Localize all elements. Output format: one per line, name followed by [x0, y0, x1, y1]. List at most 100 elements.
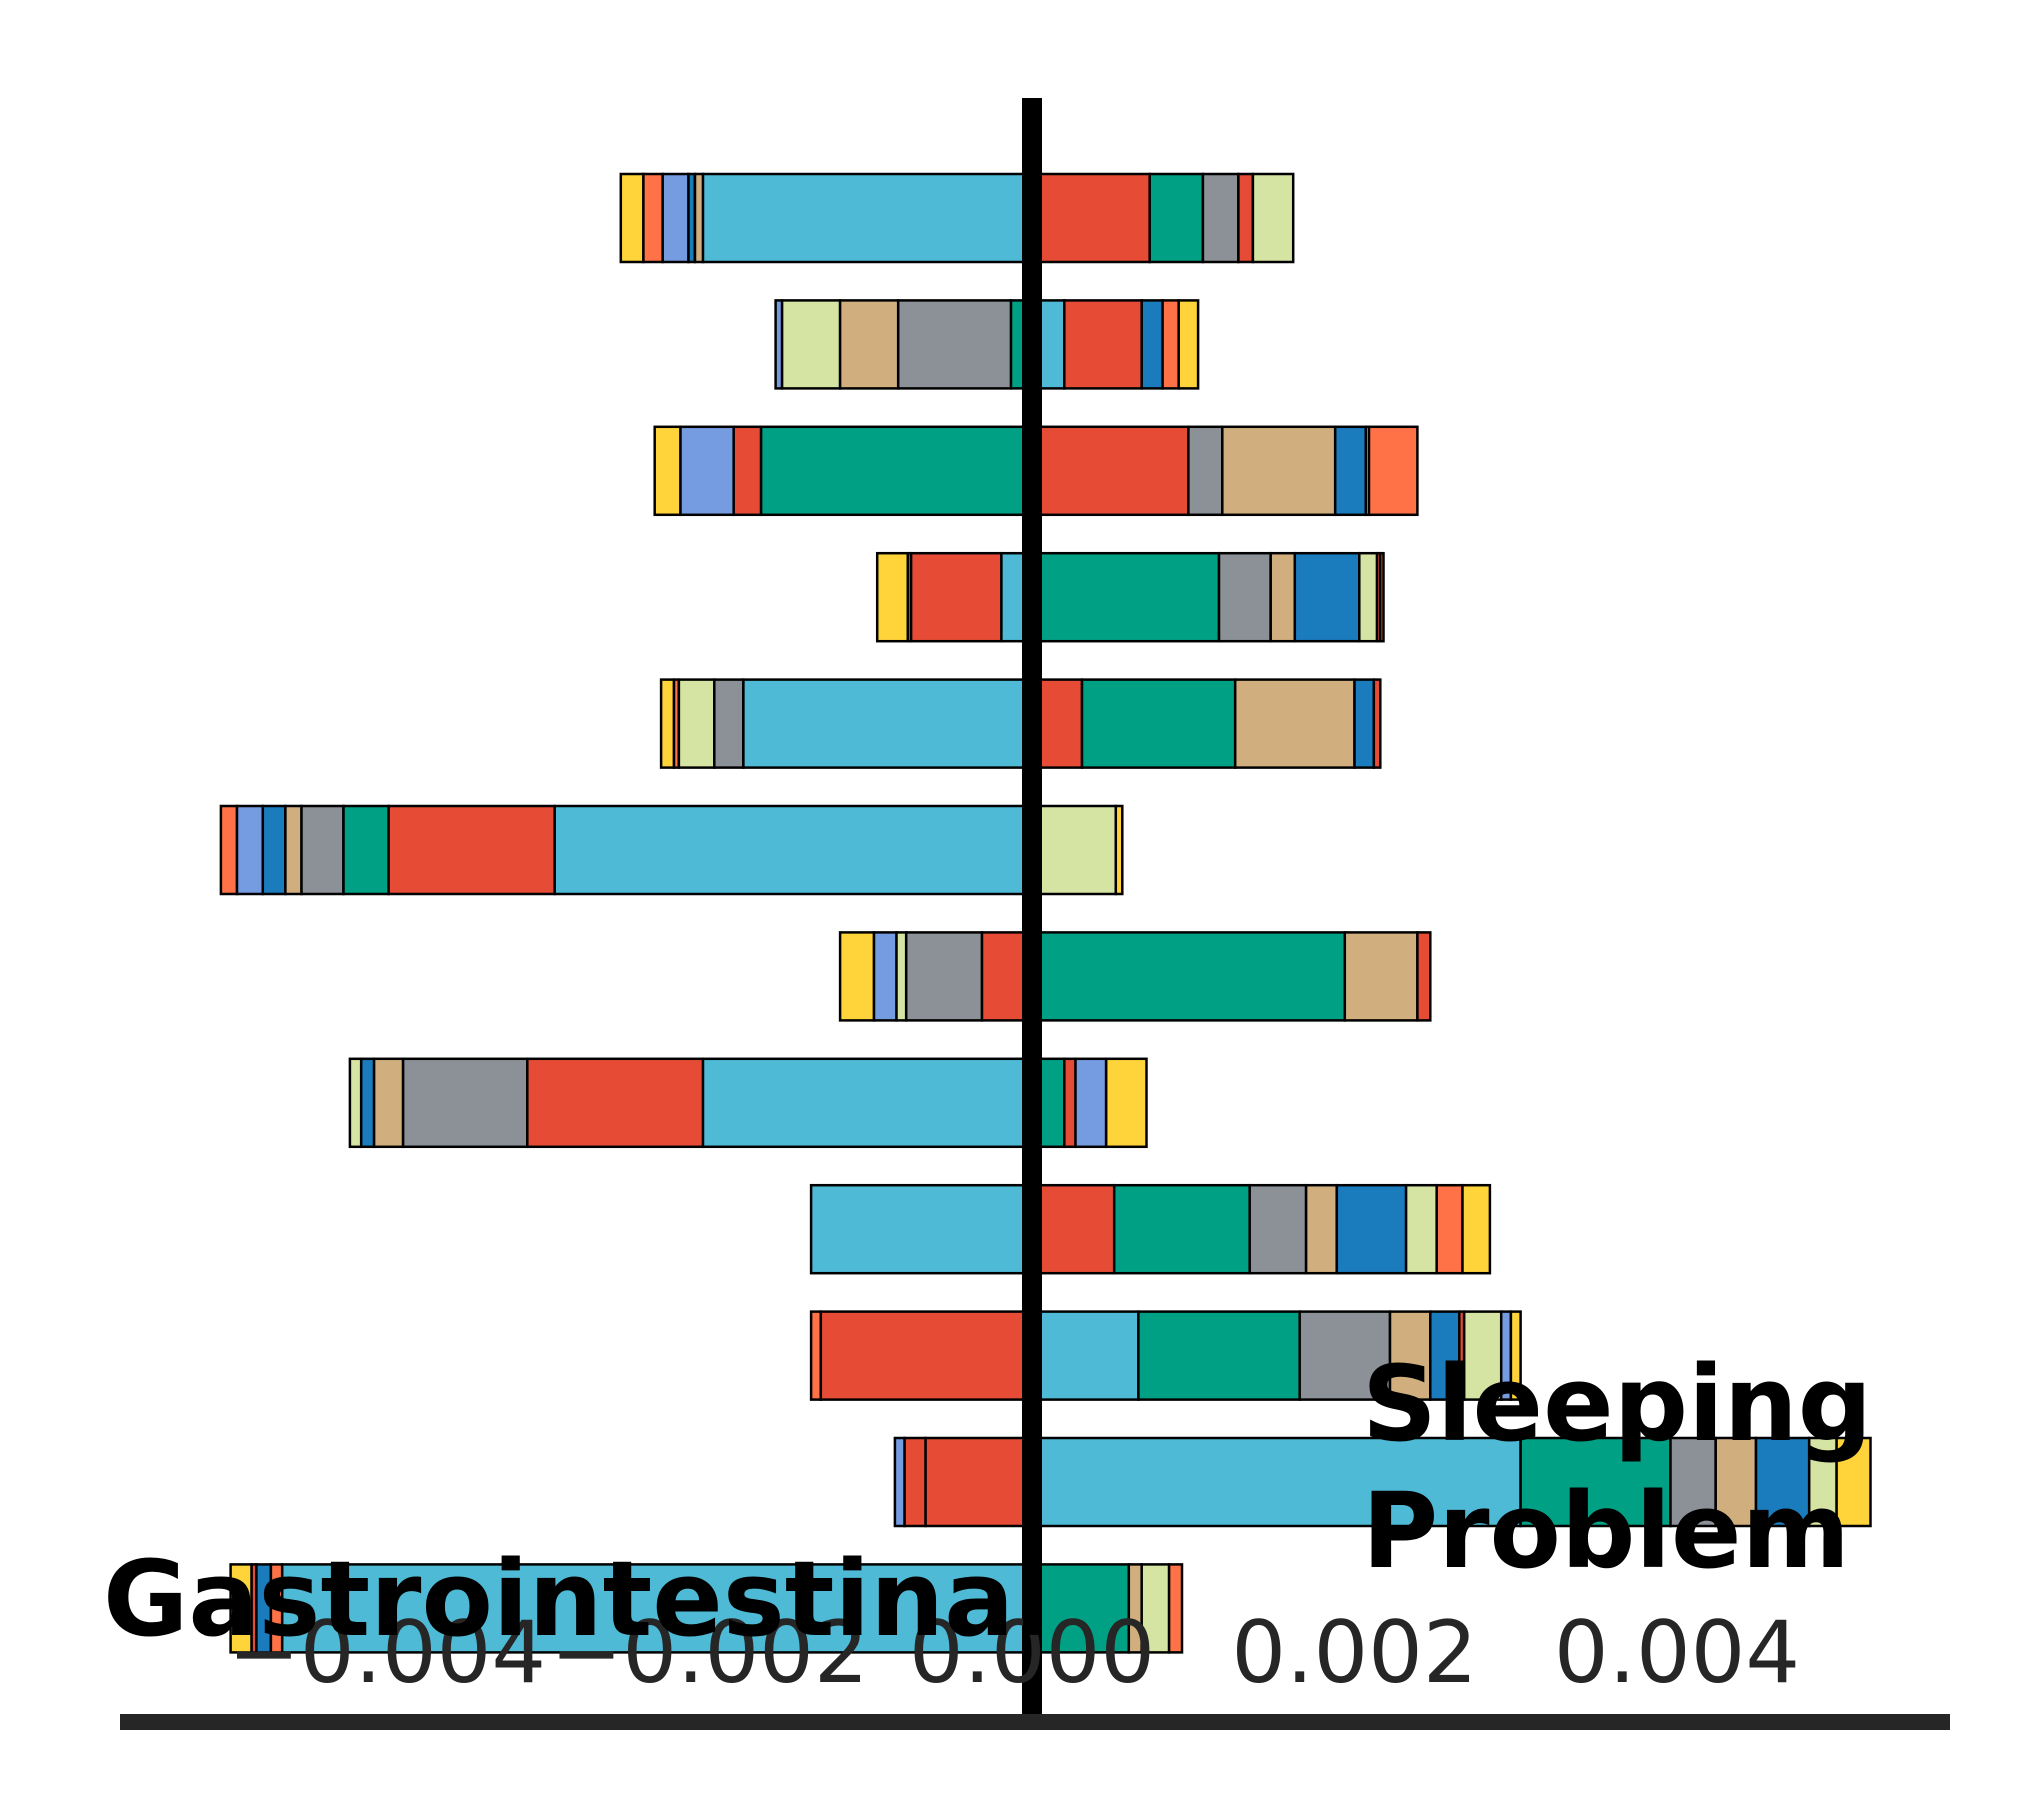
bar-segment: [677, 678, 716, 769]
bar-segment: [838, 931, 876, 1022]
bar-segment: [1030, 1310, 1140, 1401]
bar-segment: [1509, 1310, 1522, 1401]
bar-segment: [387, 804, 556, 896]
bar-row-11: [893, 1436, 1872, 1528]
bar-segment: [359, 1057, 376, 1149]
bar-segment: [1343, 931, 1419, 1022]
bar-segment: [872, 931, 898, 1022]
bar-segment: [1030, 172, 1151, 264]
bar-segment: [1304, 1183, 1338, 1275]
bar-segment: [903, 1436, 927, 1528]
bar-row-4: [875, 551, 1385, 643]
bar-segment: [896, 299, 1013, 390]
bar-segment: [780, 299, 842, 390]
bar-segment: [1353, 678, 1376, 769]
bar-segment: [1063, 299, 1143, 390]
bar-segment: [1333, 425, 1368, 517]
bar-segment: [1221, 425, 1337, 517]
bar-segment: [1237, 172, 1255, 264]
bar-segment: [348, 1057, 363, 1149]
bar-segment: [1379, 551, 1385, 643]
bar-segment: [1714, 1436, 1758, 1528]
bar-segment: [893, 1436, 906, 1528]
bar-segment: [1233, 678, 1356, 769]
bar-segment: [1358, 551, 1379, 643]
bar-segment: [1404, 1183, 1438, 1275]
bar-segment: [1293, 551, 1361, 643]
bar-segment: [661, 172, 690, 264]
bar-segment: [1835, 1436, 1872, 1528]
bar-row-9: [809, 1183, 1492, 1275]
bar-segment: [1335, 1183, 1408, 1275]
bar-segment: [809, 1183, 1034, 1275]
bar-segment: [838, 299, 900, 390]
bar-row-1: [619, 172, 1295, 264]
bar-segment: [1429, 1310, 1461, 1401]
bar-row-10: [809, 1310, 1522, 1401]
bar-segment: [732, 425, 763, 517]
bar-segment: [1251, 172, 1295, 264]
bar-segment: [1112, 1183, 1251, 1275]
x-tick-label: −0.002: [550, 1603, 868, 1703]
bar-segment: [1298, 1310, 1392, 1401]
bar-segment: [759, 425, 1034, 517]
bar-segment: [1030, 425, 1190, 517]
x-tick-label: −0.004: [228, 1603, 546, 1703]
left-category-label: Gastrointestinal: [103, 1538, 1050, 1660]
x-tick-labels: −0.004 −0.002 0.000 0.002 0.004: [228, 1603, 1800, 1703]
bar-segment: [219, 804, 239, 896]
bar-segment: [1030, 551, 1221, 643]
bar-row-8: [348, 1057, 1148, 1149]
bar-segment: [701, 1057, 1034, 1149]
bar-segment: [1462, 1310, 1503, 1401]
bar-segment: [1137, 1310, 1301, 1401]
x-tick-label: 0.004: [1554, 1603, 1800, 1703]
bar-row-7: [838, 931, 1432, 1022]
bar-segment: [1367, 425, 1419, 517]
right-category-label: Sleeping Problem: [1362, 1343, 1872, 1592]
bar-segment: [895, 931, 908, 1022]
bar-segment: [1435, 1183, 1464, 1275]
bar-segment: [1148, 172, 1205, 264]
bar-segment: [653, 425, 682, 517]
bar-segment: [1074, 1057, 1108, 1149]
bar-segment: [809, 1310, 823, 1401]
bar-segment: [1030, 1183, 1116, 1275]
bar-segment: [284, 804, 303, 896]
bar-segment: [553, 804, 1034, 896]
bar-segment: [1080, 678, 1237, 769]
bar-segment: [679, 425, 735, 517]
bar-row-5: [659, 678, 1382, 769]
bar-segment: [526, 1057, 705, 1149]
bar-segment: [701, 172, 1034, 264]
bar-segment: [1030, 804, 1118, 896]
bar-segment: [642, 172, 664, 264]
bar-segment: [280, 1563, 1034, 1654]
bars-layer: [219, 172, 1872, 1654]
bar-segment: [235, 804, 265, 896]
bar-segment: [1063, 1057, 1077, 1149]
bar-segment: [1388, 1310, 1432, 1401]
bar-segment: [342, 804, 390, 896]
bar-segment: [1030, 1436, 1522, 1528]
bar-row-6: [219, 804, 1124, 896]
bar-segment: [1030, 931, 1347, 1022]
bar-segment: [659, 678, 676, 769]
bar-segment: [1104, 1057, 1148, 1149]
bar-segment: [1187, 425, 1224, 517]
bar-segment: [904, 931, 984, 1022]
bar-segment: [1461, 1183, 1492, 1275]
bar-segment: [401, 1057, 529, 1149]
bar-segment: [742, 678, 1034, 769]
bar-segment: [819, 1310, 1034, 1401]
bar-segment: [372, 1057, 405, 1149]
bar-segment: [1140, 299, 1164, 390]
x-tick-label: 0.000: [909, 1603, 1155, 1703]
bar-row-12: [229, 1563, 1184, 1654]
bar-segment: [1416, 931, 1432, 1022]
bar-segment: [1161, 299, 1180, 390]
bar-segment: [619, 172, 645, 264]
bar-segment: [875, 551, 910, 643]
bar-segment: [713, 678, 745, 769]
x-tick-label: 0.002: [1231, 1603, 1477, 1703]
